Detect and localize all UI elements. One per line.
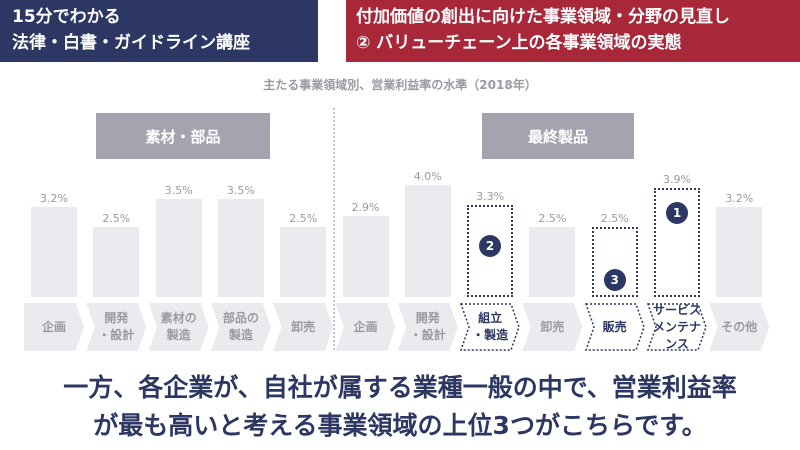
bar-value-label: 3.5% xyxy=(164,184,193,197)
bar xyxy=(280,227,327,297)
category-label: サービス メンテナンス xyxy=(647,303,707,351)
category-label: 販売 xyxy=(584,303,645,351)
series-title-line2: 法律・白書・ガイドライン講座 xyxy=(12,33,250,53)
bar-value-label: 2.5% xyxy=(289,212,318,225)
rank-badge: 2 xyxy=(479,234,502,257)
category-label: 卸売 xyxy=(522,303,583,351)
caption-line2: が最も高いと考える事業領域の上位3つがこちらです。 xyxy=(93,411,707,440)
category-label: 部品の 製造 xyxy=(210,303,271,351)
bar xyxy=(404,185,451,297)
bar-value-label: 3.5% xyxy=(226,184,255,197)
category-label: 組立 ・製造 xyxy=(460,303,521,351)
topic-title-banner: 付加価値の創出に向けた事業領域・分野の見直し ② バリューチェーン上の各事業領域… xyxy=(346,0,800,62)
bar xyxy=(342,215,389,297)
bar-value-label: 2.5% xyxy=(538,212,567,225)
group-label-materials: 素材・部品 xyxy=(96,113,270,159)
bar-value-label: 2.5% xyxy=(600,212,629,225)
rank-badge: 3 xyxy=(603,269,626,291)
bar-value-label: 4.0% xyxy=(413,170,442,183)
caption-line1: 一方、各企業が、自社が属する業種一般の中で、営業利益率 xyxy=(63,373,737,402)
bar-value-label: 2.5% xyxy=(102,212,131,225)
bar xyxy=(529,227,576,297)
topic-title-line1: 付加価値の創出に向けた事業領域・分野の見直し xyxy=(356,7,730,27)
chart-title: 主たる事業領域別、営業利益率の水準（2018年） xyxy=(263,78,537,92)
bar-value-label: 2.9% xyxy=(351,200,380,214)
series-title-line1: 15分でわかる xyxy=(12,7,121,27)
bar xyxy=(716,207,763,297)
rank-badge: 1 xyxy=(666,201,688,224)
bar xyxy=(467,204,514,297)
category-label: 開発 ・設計 xyxy=(86,303,147,351)
bar-value-label: 3.2% xyxy=(40,192,68,206)
category-label: その他 xyxy=(709,303,770,351)
bar xyxy=(31,207,77,297)
bar-value-label: 3.3% xyxy=(476,189,505,203)
bar-value-label: 3.9% xyxy=(663,172,691,186)
category-label: 企画 xyxy=(335,303,396,351)
group-label-final-products: 最終製品 xyxy=(482,113,634,159)
category-label: 企画 xyxy=(24,303,84,351)
bar-value-label: 3.2% xyxy=(725,192,754,206)
category-label: 開発 ・設計 xyxy=(397,303,458,351)
bar xyxy=(93,227,140,297)
bar xyxy=(217,199,264,297)
bar xyxy=(155,199,202,297)
category-label: 卸売 xyxy=(273,303,334,351)
category-label: 素材の 製造 xyxy=(148,303,209,351)
bar xyxy=(591,227,638,297)
group-divider xyxy=(333,108,335,350)
topic-title-line2: ② バリューチェーン上の各事業領域の実態 xyxy=(356,33,682,53)
series-title-banner: 15分でわかる 法律・白書・ガイドライン講座 xyxy=(0,0,318,62)
bar xyxy=(654,187,700,297)
